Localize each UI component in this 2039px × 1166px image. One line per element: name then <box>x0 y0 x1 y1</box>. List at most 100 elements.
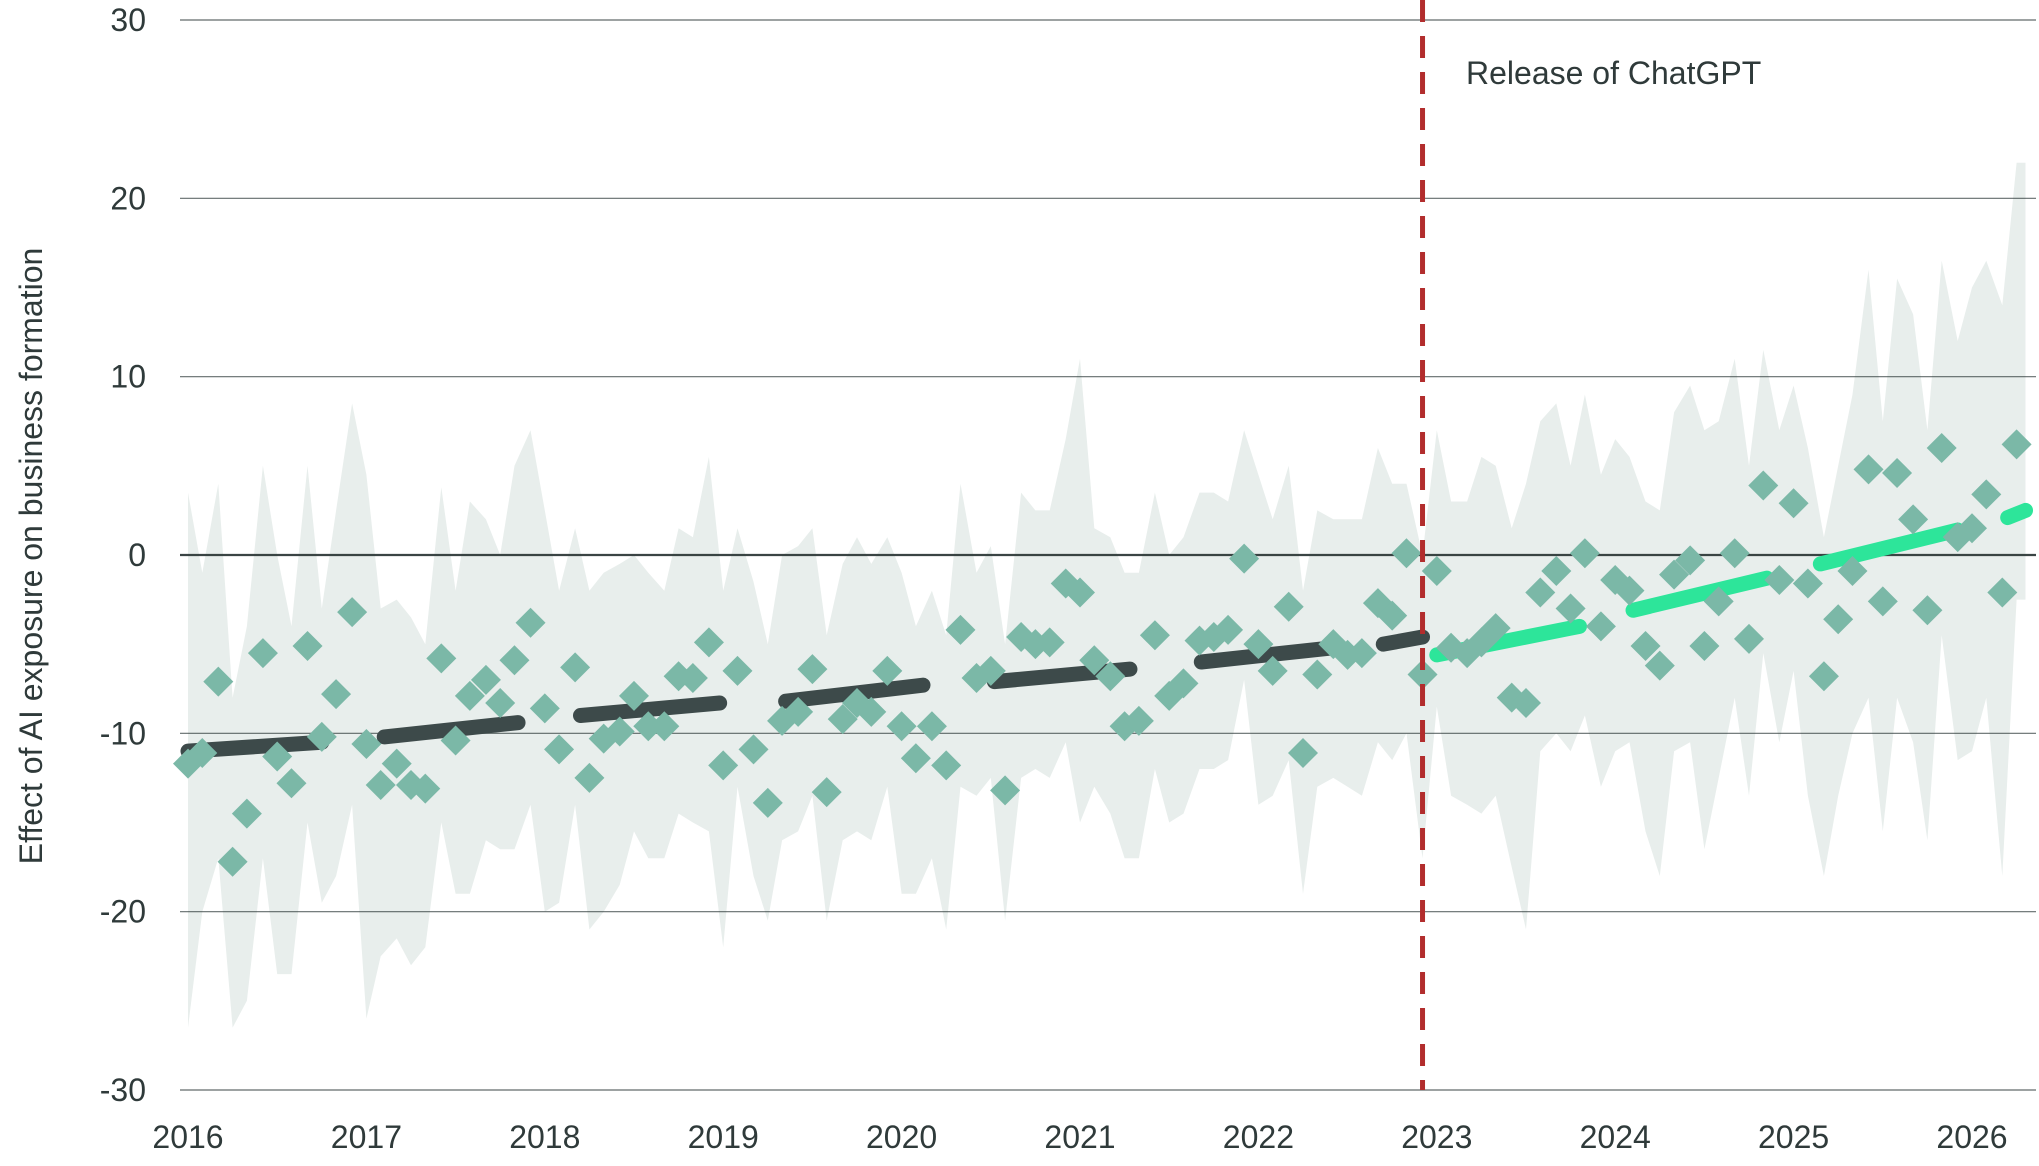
data-point <box>856 696 887 727</box>
y-axis-title: Effect of AI exposure on business format… <box>13 248 49 865</box>
y-tick-label: -10 <box>100 715 146 751</box>
data-point <box>1034 627 1065 658</box>
y-tick-label: 20 <box>110 180 146 216</box>
data-point <box>337 597 368 628</box>
data-point <box>1213 614 1244 645</box>
post-release-trend-segment <box>1812 522 1966 572</box>
data-point <box>1792 568 1823 599</box>
x-tick-label: 2026 <box>1936 1119 2007 1155</box>
data-point <box>440 725 471 756</box>
data-point <box>752 787 783 818</box>
data-point <box>1659 559 1690 590</box>
y-tick-label: -30 <box>100 1072 146 1108</box>
data-point <box>827 704 858 735</box>
data-point <box>1421 556 1452 587</box>
data-point <box>1689 630 1720 661</box>
data-point <box>1288 737 1318 768</box>
data-point <box>783 696 814 727</box>
data-point <box>306 721 337 752</box>
data-point <box>1778 488 1809 519</box>
data-point <box>515 607 546 638</box>
data-point <box>1243 629 1274 660</box>
data-point <box>1853 454 1884 485</box>
data-point <box>410 773 441 804</box>
y-tick-label: 30 <box>110 2 146 38</box>
x-tick-label: 2025 <box>1758 1119 1829 1155</box>
x-tick-label: 2020 <box>866 1119 937 1155</box>
x-tick-label: 2018 <box>509 1119 580 1155</box>
data-point <box>1555 593 1586 624</box>
data-point <box>931 750 962 781</box>
data-point <box>649 711 680 742</box>
data-point <box>529 693 560 724</box>
data-point <box>1139 620 1170 651</box>
data-point <box>217 846 248 877</box>
data-point <box>633 711 664 742</box>
data-point <box>1585 611 1616 642</box>
confidence-band-layer <box>188 162 2026 1028</box>
data-point <box>499 645 530 676</box>
data-point <box>1867 586 1898 617</box>
data-point <box>1614 575 1645 606</box>
data-point <box>1346 638 1377 669</box>
data-point <box>1168 668 1199 699</box>
data-point <box>738 734 769 765</box>
data-point <box>485 688 516 719</box>
data-point <box>1882 457 1913 488</box>
data-point <box>544 734 575 765</box>
data-point <box>203 666 234 697</box>
data-point <box>365 770 396 801</box>
data-point <box>1926 433 1957 463</box>
data-point <box>1257 655 1288 686</box>
data-point <box>1480 613 1511 644</box>
pre-release-trend-segment <box>1193 640 1341 670</box>
data-point <box>811 777 842 808</box>
data-point <box>247 638 278 669</box>
data-point <box>1511 688 1541 719</box>
pre-release-trend-segment <box>1375 629 1431 652</box>
data-point <box>1569 538 1600 569</box>
trend-lines <box>180 502 2034 759</box>
data-point <box>454 680 485 711</box>
data-point <box>231 798 262 829</box>
data-point <box>426 643 457 674</box>
data-point <box>1079 645 1110 676</box>
data-point <box>1971 479 2002 510</box>
data-point <box>1837 556 1868 587</box>
data-point <box>1912 595 1943 626</box>
post-release-trend-segment <box>2000 502 2034 526</box>
data-point <box>1525 577 1556 608</box>
data-point <box>1006 622 1037 653</box>
data-point <box>381 748 412 779</box>
data-point <box>1123 705 1154 736</box>
data-point <box>1630 630 1661 661</box>
data-point <box>708 750 739 781</box>
x-tick-label: 2023 <box>1401 1119 1472 1155</box>
pre-release-trend-segment <box>376 715 526 745</box>
data-point <box>276 768 307 799</box>
data-point <box>1095 661 1126 692</box>
data-point <box>1302 659 1333 690</box>
data-point <box>2001 429 2032 460</box>
data-point <box>470 664 501 695</box>
data-point <box>1748 470 1779 501</box>
data-point <box>1391 538 1422 569</box>
x-tick-label: 2024 <box>1580 1119 1651 1155</box>
data-point <box>886 711 917 742</box>
data-point <box>693 627 724 658</box>
data-point <box>990 775 1021 806</box>
y-tick-label: 10 <box>110 359 146 395</box>
x-tick-label: 2021 <box>1044 1119 1115 1155</box>
data-point <box>1644 650 1675 681</box>
x-tick-label: 2019 <box>688 1119 759 1155</box>
gridlines <box>180 19 2036 1091</box>
data-point <box>351 729 382 760</box>
x-tick-label: 2016 <box>152 1119 223 1155</box>
data-point <box>292 630 323 661</box>
data-point <box>560 652 591 683</box>
data-point <box>1734 623 1764 654</box>
data-point <box>321 679 352 710</box>
